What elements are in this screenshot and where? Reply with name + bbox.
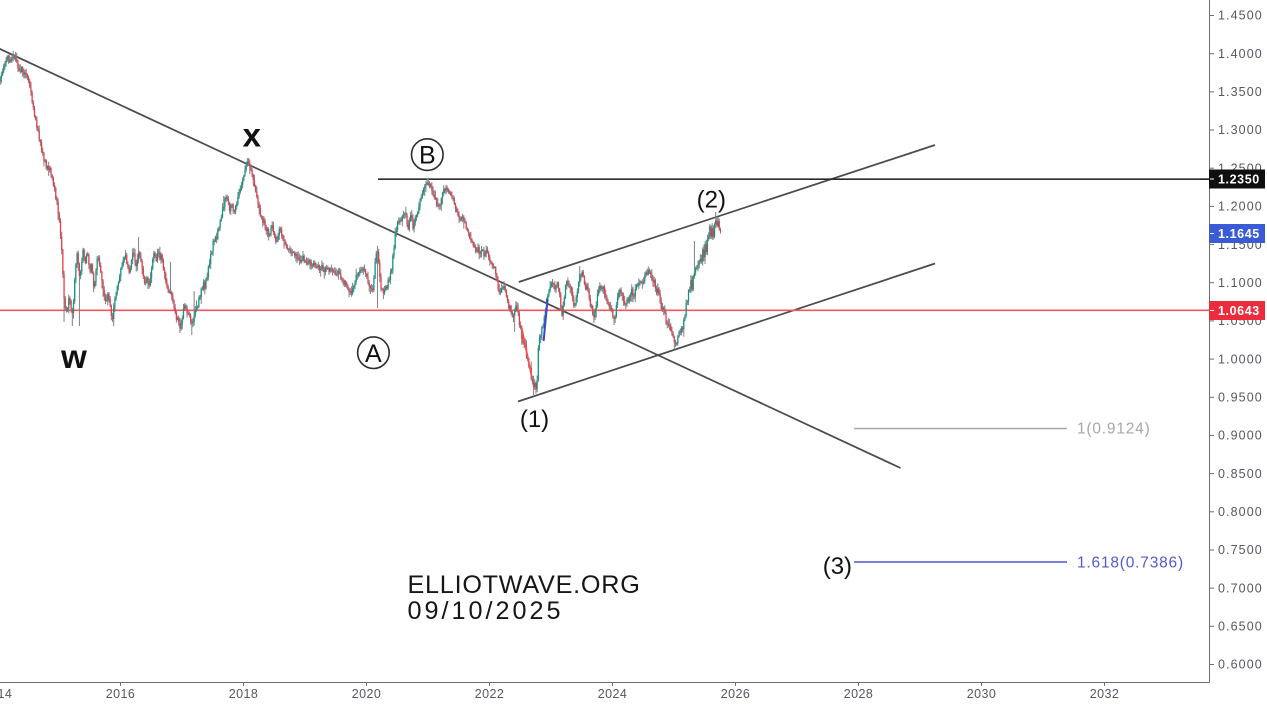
svg-text:2028: 2028 (844, 687, 874, 701)
svg-text:(1): (1) (520, 406, 549, 433)
svg-text:2016: 2016 (106, 687, 136, 701)
svg-text:1(0.9124): 1(0.9124) (1077, 421, 1151, 438)
svg-text:0.8000: 0.8000 (1218, 505, 1263, 519)
svg-text:0.8500: 0.8500 (1218, 467, 1263, 481)
svg-text:2022: 2022 (475, 687, 505, 701)
svg-text:B: B (419, 142, 436, 170)
svg-text:1.1000: 1.1000 (1218, 276, 1263, 290)
svg-text:1.4500: 1.4500 (1218, 9, 1263, 23)
svg-text:0.7000: 0.7000 (1218, 581, 1263, 595)
svg-text:1.2000: 1.2000 (1218, 200, 1263, 214)
svg-text:0.7500: 0.7500 (1218, 543, 1263, 557)
svg-text:ELLIOTWAVE.ORG: ELLIOTWAVE.ORG (408, 571, 641, 599)
svg-text:1.2350: 1.2350 (1218, 173, 1260, 187)
svg-text:0.6500: 0.6500 (1218, 620, 1263, 634)
svg-text:2026: 2026 (721, 687, 751, 701)
svg-text:2030: 2030 (967, 687, 997, 701)
svg-text:(3): (3) (823, 553, 852, 580)
svg-text:2020: 2020 (352, 687, 382, 701)
svg-text:1.1645: 1.1645 (1218, 227, 1260, 241)
svg-text:2024: 2024 (598, 687, 628, 701)
svg-text:2018: 2018 (229, 687, 259, 701)
svg-text:1.3500: 1.3500 (1218, 85, 1263, 99)
svg-text:0.6000: 0.6000 (1218, 658, 1263, 672)
svg-text:1.4000: 1.4000 (1218, 47, 1263, 61)
svg-text:w: w (60, 338, 87, 375)
svg-text:0.9000: 0.9000 (1218, 429, 1263, 443)
svg-text:1.618(0.7386): 1.618(0.7386) (1077, 555, 1184, 572)
svg-text:2032: 2032 (1090, 687, 1120, 701)
svg-text:A: A (365, 340, 382, 368)
svg-text:1.0000: 1.0000 (1218, 352, 1263, 366)
svg-text:x: x (243, 116, 262, 153)
svg-text:1.3000: 1.3000 (1218, 123, 1263, 137)
svg-text:0.9500: 0.9500 (1218, 391, 1263, 405)
svg-text:2014: 2014 (0, 687, 12, 701)
svg-text:09/10/2025: 09/10/2025 (408, 597, 564, 625)
svg-text:1.0643: 1.0643 (1218, 304, 1260, 318)
svg-text:(2): (2) (697, 187, 726, 214)
